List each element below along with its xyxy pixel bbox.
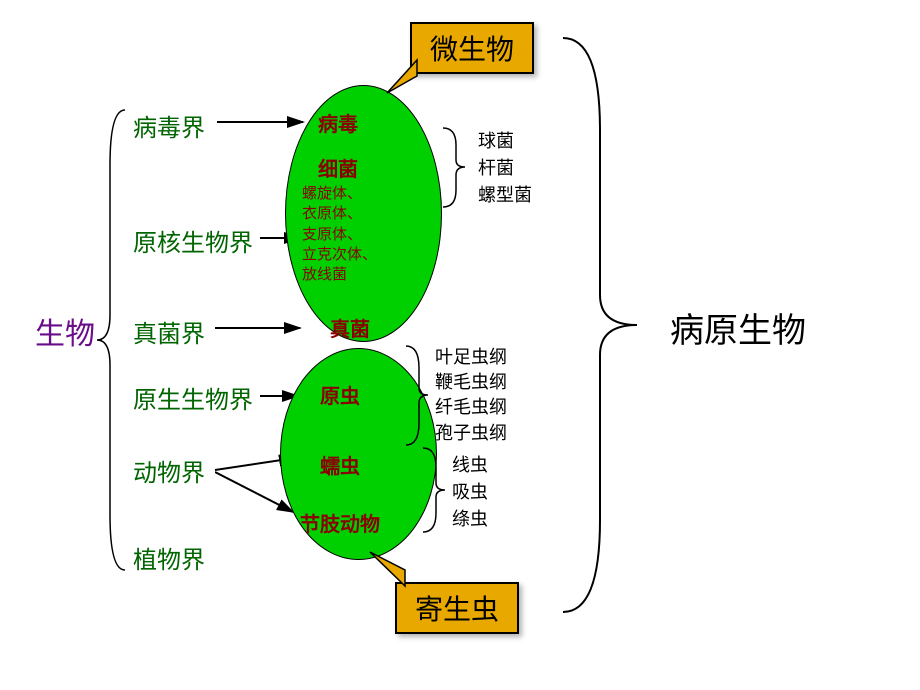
oval-small-0: 螺旋体、 — [302, 184, 377, 204]
brace-helminth — [420, 445, 448, 535]
oval-bacteria: 细菌 — [318, 153, 358, 182]
brace-bacteria — [440, 125, 468, 210]
protozoa-subgroup: 叶足虫纲 鞭毛虫纲 纤毛虫纲 孢子虫纲 — [435, 345, 507, 446]
kingdom-plant: 植物界 — [133, 540, 205, 575]
hel-sub-0: 线虫 — [452, 452, 488, 479]
oval-small-4: 放线菌 — [302, 265, 377, 285]
oval-helminth: 蠕虫 — [320, 450, 360, 479]
callout-parasite: 寄生虫 — [395, 582, 519, 634]
pro-sub-2: 纤毛虫纲 — [435, 395, 507, 420]
pro-sub-3: 孢子虫纲 — [435, 421, 507, 446]
callout-micro-tail — [375, 58, 420, 98]
callout-parasite-label: 寄生虫 — [415, 594, 499, 625]
kingdom-animal: 动物界 — [133, 453, 205, 488]
pro-sub-1: 鞭毛虫纲 — [435, 370, 507, 395]
callout-micro-label: 微生物 — [430, 34, 514, 65]
oval-small-list: 螺旋体、 衣原体、 支原体、 立克次体、 放线菌 — [302, 184, 377, 285]
brace-protozoa — [403, 343, 431, 448]
brace-result — [555, 30, 645, 620]
bac-sub-2: 螺型菌 — [478, 182, 532, 209]
callout-parasite-tail — [360, 548, 410, 590]
callout-micro: 微生物 — [410, 22, 534, 74]
oval-small-3: 立克次体、 — [302, 245, 377, 265]
bac-sub-0: 球菌 — [478, 128, 532, 155]
oval-small-2: 支原体、 — [302, 225, 377, 245]
bacteria-subgroup: 球菌 杆菌 螺型菌 — [478, 128, 532, 209]
root-label: 生物 — [35, 309, 95, 353]
hel-sub-1: 吸虫 — [452, 479, 488, 506]
result-label: 病原生物 — [670, 303, 806, 352]
oval-fungi: 真菌 — [330, 313, 370, 342]
helminth-subgroup: 线虫 吸虫 绦虫 — [452, 452, 488, 533]
kingdom-virus: 病毒界 — [133, 108, 205, 143]
oval-protozoa: 原虫 — [320, 380, 360, 409]
oval-arthropod: 节肢动物 — [300, 508, 380, 537]
oval-small-1: 衣原体、 — [302, 204, 377, 224]
bac-sub-1: 杆菌 — [478, 155, 532, 182]
hel-sub-2: 绦虫 — [452, 506, 488, 533]
kingdom-fungi: 真菌界 — [133, 314, 205, 349]
oval-virus: 病毒 — [318, 108, 358, 137]
brace-root — [95, 105, 130, 575]
pro-sub-0: 叶足虫纲 — [435, 345, 507, 370]
